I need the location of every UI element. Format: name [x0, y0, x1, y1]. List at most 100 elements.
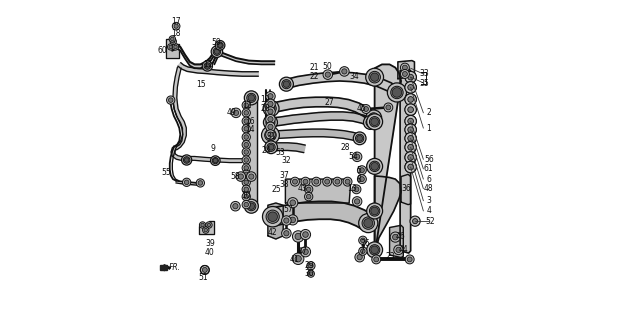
Circle shape — [198, 181, 202, 185]
Circle shape — [304, 193, 313, 201]
Text: 47: 47 — [298, 247, 308, 256]
Circle shape — [244, 202, 249, 207]
Circle shape — [263, 100, 279, 116]
Circle shape — [295, 233, 301, 240]
Circle shape — [266, 118, 275, 127]
Circle shape — [169, 45, 172, 49]
Text: 6: 6 — [426, 175, 431, 184]
Circle shape — [369, 161, 380, 172]
Circle shape — [322, 177, 332, 186]
Polygon shape — [374, 176, 401, 255]
Circle shape — [408, 118, 414, 124]
Circle shape — [353, 132, 366, 145]
Circle shape — [412, 219, 418, 224]
Circle shape — [405, 116, 416, 127]
Circle shape — [359, 168, 364, 173]
Circle shape — [265, 141, 278, 154]
Circle shape — [405, 94, 416, 105]
Text: 39: 39 — [205, 239, 215, 248]
Circle shape — [205, 64, 209, 68]
Circle shape — [361, 249, 365, 253]
Circle shape — [408, 74, 414, 80]
Circle shape — [264, 129, 277, 141]
Circle shape — [268, 132, 273, 138]
Circle shape — [208, 223, 211, 227]
Text: 58: 58 — [231, 172, 240, 181]
Text: 23: 23 — [386, 252, 396, 261]
Circle shape — [366, 110, 382, 126]
Circle shape — [392, 234, 398, 240]
Text: 40: 40 — [205, 248, 215, 257]
Polygon shape — [269, 129, 361, 142]
Circle shape — [268, 132, 273, 137]
Circle shape — [408, 97, 414, 102]
Circle shape — [367, 114, 382, 130]
Text: 41: 41 — [289, 255, 299, 264]
Circle shape — [303, 179, 308, 184]
Circle shape — [244, 194, 249, 199]
Text: 33: 33 — [419, 69, 429, 78]
Circle shape — [242, 200, 251, 209]
Circle shape — [266, 99, 275, 109]
Circle shape — [266, 103, 276, 114]
Circle shape — [247, 93, 256, 102]
Circle shape — [408, 135, 414, 141]
Circle shape — [402, 72, 408, 76]
Circle shape — [408, 164, 414, 170]
Circle shape — [282, 216, 291, 225]
Circle shape — [266, 131, 274, 139]
Circle shape — [181, 155, 192, 165]
Circle shape — [242, 178, 251, 187]
Polygon shape — [398, 60, 414, 79]
Circle shape — [359, 177, 364, 181]
Polygon shape — [401, 174, 411, 204]
Circle shape — [405, 82, 416, 93]
Text: 31: 31 — [267, 132, 276, 140]
Circle shape — [408, 155, 414, 160]
Circle shape — [405, 94, 416, 105]
Circle shape — [352, 152, 362, 162]
Circle shape — [408, 127, 414, 132]
Circle shape — [244, 172, 249, 177]
Circle shape — [408, 127, 414, 132]
Polygon shape — [400, 69, 411, 253]
Circle shape — [355, 252, 364, 262]
Text: 12: 12 — [242, 101, 252, 110]
Circle shape — [168, 44, 174, 50]
Circle shape — [369, 113, 379, 123]
Circle shape — [283, 81, 289, 87]
Circle shape — [232, 204, 238, 209]
Circle shape — [244, 187, 249, 192]
Circle shape — [244, 199, 258, 213]
Circle shape — [364, 107, 369, 111]
Circle shape — [214, 49, 219, 54]
Circle shape — [408, 144, 414, 150]
Circle shape — [307, 262, 315, 270]
Circle shape — [396, 247, 401, 252]
Circle shape — [266, 115, 275, 124]
Circle shape — [268, 212, 278, 221]
Circle shape — [408, 155, 414, 160]
Text: 22: 22 — [309, 72, 319, 81]
Circle shape — [309, 263, 313, 268]
Text: 29: 29 — [304, 261, 314, 270]
Circle shape — [174, 24, 178, 28]
Text: 35: 35 — [419, 79, 429, 88]
Text: 57: 57 — [284, 205, 294, 214]
Circle shape — [374, 257, 379, 262]
Circle shape — [405, 71, 416, 83]
Circle shape — [410, 216, 420, 226]
Circle shape — [202, 268, 208, 272]
Circle shape — [292, 253, 304, 265]
Circle shape — [369, 245, 380, 255]
Circle shape — [367, 203, 382, 219]
Circle shape — [236, 172, 246, 181]
Circle shape — [199, 222, 206, 228]
Circle shape — [204, 63, 211, 69]
Polygon shape — [374, 64, 401, 255]
Circle shape — [304, 185, 313, 194]
Circle shape — [268, 101, 273, 107]
Circle shape — [290, 200, 296, 205]
Circle shape — [367, 242, 382, 258]
Circle shape — [354, 187, 359, 192]
